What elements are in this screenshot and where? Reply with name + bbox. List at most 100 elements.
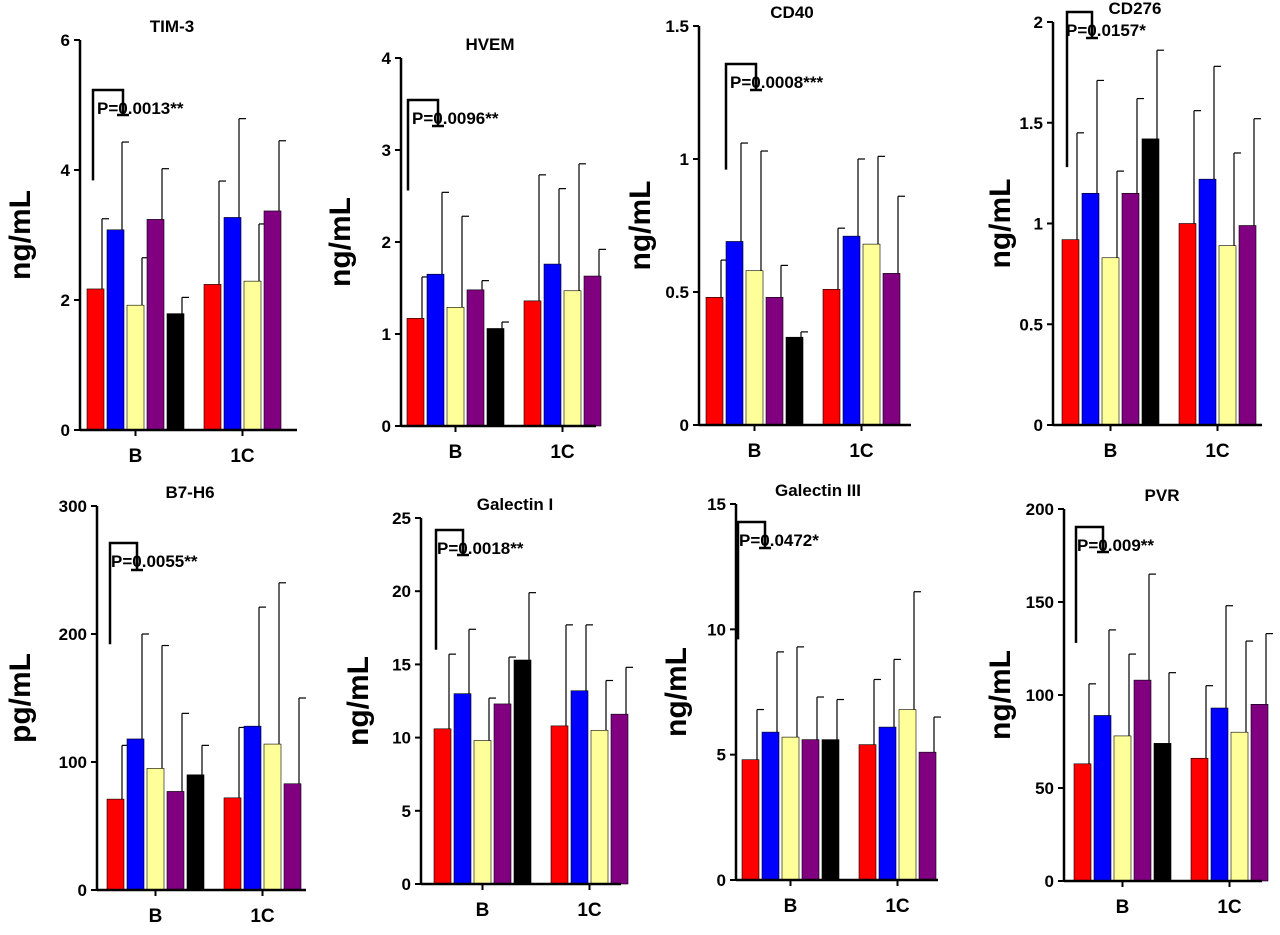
x-category-label: B — [449, 442, 463, 463]
chart-title: CD40 — [770, 3, 813, 22]
bar — [263, 743, 282, 891]
y-axis-label: ng/mL — [324, 197, 357, 287]
significance-bracket — [724, 62, 758, 170]
bar — [1178, 223, 1197, 426]
bar — [1121, 192, 1140, 426]
y-tick-label: 0 — [680, 416, 689, 435]
bar — [761, 731, 780, 881]
bar — [1093, 715, 1112, 882]
bar — [86, 288, 105, 431]
chart-panel-5: B7-H6 pg/mL 0 100 200 300 B 1C P=0.0055** — [4, 483, 306, 927]
y-tick-label: 50 — [1035, 779, 1054, 798]
bar — [453, 693, 472, 885]
bar — [486, 328, 505, 427]
bar — [1133, 679, 1152, 882]
y-axis-label: ng/mL — [984, 179, 1017, 269]
bar — [898, 709, 917, 881]
y-tick-label: 0.5 — [665, 283, 689, 302]
bar — [513, 659, 532, 885]
x-category-label: 1C — [1205, 441, 1230, 462]
bar — [243, 725, 262, 891]
bar — [426, 273, 445, 427]
chart-panel-4: CD276 ng/mL 0 0.5 1 1.5 2 B 1C P=0.0157* — [984, 0, 1262, 462]
y-tick-label: 200 — [59, 625, 87, 644]
bar — [146, 219, 165, 431]
p-value-label: P=0.0018** — [437, 539, 524, 558]
y-tick-label: 1 — [382, 325, 391, 344]
bar — [433, 728, 452, 885]
bar — [203, 284, 222, 431]
bar — [570, 690, 589, 885]
bar — [781, 736, 800, 881]
y-tick-label: 15 — [392, 655, 411, 674]
x-category-label: B — [784, 896, 798, 917]
y-tick-label: 2 — [382, 233, 391, 252]
significance-bracket — [736, 520, 767, 640]
bar — [223, 217, 242, 431]
chart-title: TIM-3 — [150, 17, 194, 36]
bar — [801, 739, 820, 881]
bar — [1073, 763, 1092, 882]
chart-title: Galectin III — [775, 481, 861, 500]
bar — [862, 243, 881, 426]
y-axis-label: ng/mL — [660, 647, 693, 737]
bar — [563, 290, 582, 427]
bar — [822, 289, 841, 426]
bar — [1081, 192, 1100, 426]
y-tick-label: 20 — [392, 582, 411, 601]
y-tick-label: 150 — [1026, 593, 1054, 612]
bar — [918, 751, 937, 881]
bar — [785, 336, 804, 426]
bar — [223, 797, 242, 891]
y-axis-label: ng/mL — [984, 650, 1017, 740]
bar — [1101, 257, 1120, 426]
bar — [878, 726, 897, 881]
significance-bracket — [1074, 525, 1105, 643]
bar — [106, 798, 125, 891]
bar — [1198, 178, 1217, 426]
x-category-label: 1C — [230, 446, 255, 467]
bar — [283, 783, 302, 891]
x-category-label: 1C — [885, 896, 910, 917]
y-tick-label: 1.5 — [1019, 114, 1043, 133]
y-tick-label: 10 — [707, 620, 726, 639]
bar — [493, 703, 512, 885]
bar — [1141, 138, 1160, 426]
bar — [1250, 703, 1269, 882]
bar — [106, 229, 125, 431]
bar — [1210, 707, 1229, 882]
x-category-label: B — [149, 906, 163, 927]
x-category-label: B — [129, 446, 143, 467]
bar — [126, 738, 145, 891]
p-value-label: P=0.0096** — [412, 109, 499, 128]
y-axis-label: ng/mL — [342, 656, 375, 746]
bar — [523, 300, 542, 427]
y-tick-label: 25 — [392, 509, 411, 528]
y-tick-label: 1 — [1034, 215, 1043, 234]
bar — [126, 304, 145, 431]
x-category-label: 1C — [849, 441, 874, 462]
significance-bracket — [1065, 10, 1094, 168]
x-category-label: 1C — [550, 442, 575, 463]
bar — [1113, 735, 1132, 882]
y-tick-label: 0 — [78, 881, 87, 900]
y-tick-label: 2 — [1034, 13, 1043, 32]
bar — [725, 241, 744, 426]
y-tick-label: 0 — [382, 417, 391, 436]
bar — [858, 744, 877, 881]
chart-title: Galectin I — [477, 495, 554, 514]
y-tick-label: 1.5 — [665, 17, 689, 36]
y-axis-label: ng/mL — [624, 181, 657, 271]
bar — [741, 759, 760, 881]
y-tick-label: 0 — [1034, 416, 1043, 435]
bar — [166, 791, 185, 891]
bar — [590, 729, 609, 885]
y-tick-label: 0 — [402, 875, 411, 894]
bar — [765, 297, 784, 426]
chart-title: CD276 — [1109, 0, 1162, 18]
chart-title: PVR — [1145, 486, 1180, 505]
y-tick-label: 100 — [59, 753, 87, 772]
p-value-label: P=0.0472* — [739, 531, 819, 550]
